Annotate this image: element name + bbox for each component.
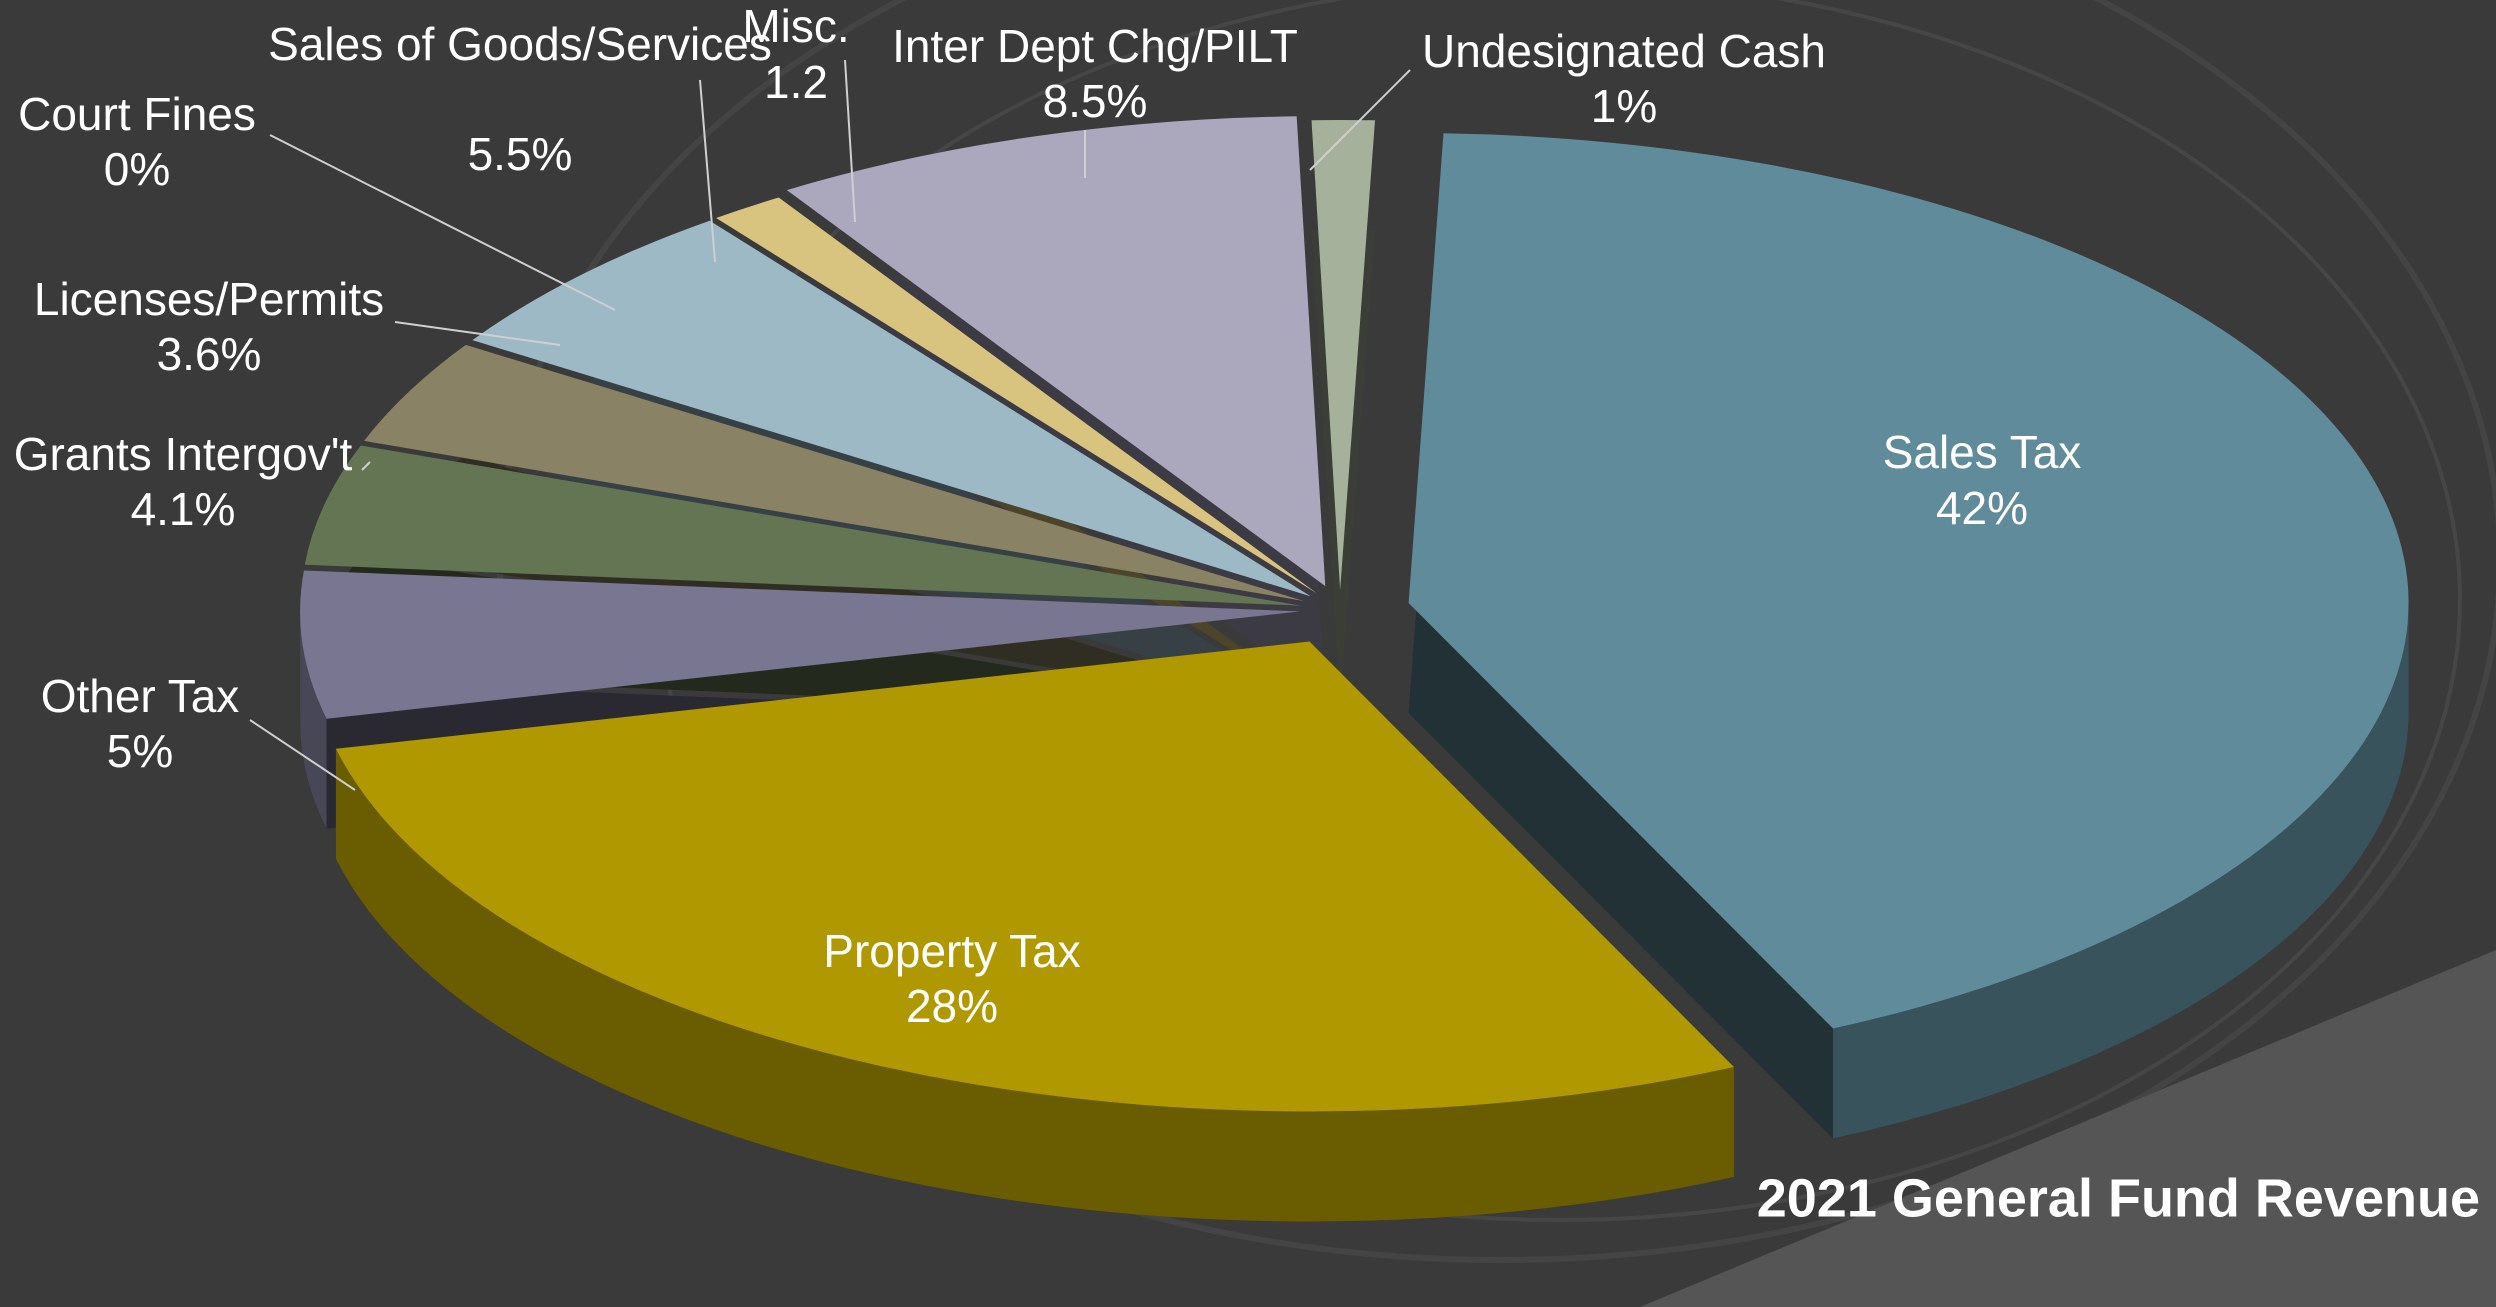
- slice-label: Other Tax: [41, 670, 240, 722]
- value-label: 42%: [1936, 482, 2028, 534]
- leader-line: [394, 321, 561, 346]
- chart-title: 2021 General Fund Revenue: [1757, 1168, 2480, 1228]
- leader-line: [361, 461, 371, 471]
- decor-band: [1640, 950, 2496, 1307]
- slice-label: Court Fines: [18, 88, 256, 140]
- slice: [300, 570, 1301, 719]
- value-label: 28%: [906, 980, 998, 1032]
- slice-label: Undesignated Cash: [1422, 25, 1826, 77]
- slice: [304, 445, 1301, 606]
- slice: [786, 116, 1326, 587]
- value-label: 5%: [107, 725, 173, 777]
- value-label: 0%: [104, 143, 170, 195]
- slice: [716, 197, 1318, 594]
- slice-label: Grants Intergov't: [14, 428, 353, 480]
- leader-line: [269, 134, 616, 311]
- slice: [335, 641, 1734, 1112]
- slice-side: [300, 611, 327, 829]
- slice-label: Licenses/Permits: [34, 273, 384, 325]
- slice: [1408, 133, 2409, 1029]
- value-label: 5.5%: [468, 128, 573, 180]
- slice-side: [1833, 602, 2409, 1139]
- slice-label: Misc.: [742, 0, 849, 52]
- slice: [364, 344, 1305, 602]
- value-label: 1.2: [764, 56, 828, 108]
- value-label: 4.1%: [131, 483, 236, 535]
- slice-label: Inter Dept Chg/PILT: [892, 20, 1298, 72]
- leader-line: [1309, 69, 1411, 171]
- leader-line: [249, 719, 356, 791]
- value-label: 1%: [1591, 80, 1657, 132]
- slice: [1311, 120, 1376, 591]
- leader-line: [699, 79, 716, 263]
- pie: [300, 116, 2409, 1222]
- slice-label: Sales Tax: [1883, 426, 2082, 478]
- leader-line: [844, 59, 856, 223]
- value-label: 8.5%: [1043, 75, 1148, 127]
- slice-label: Sales of Goods/Services: [268, 18, 772, 70]
- slice: [472, 220, 1311, 597]
- slice-label: Property Tax: [823, 925, 1080, 977]
- value-label: 3.6%: [157, 328, 262, 380]
- slice-side: [335, 748, 1734, 1222]
